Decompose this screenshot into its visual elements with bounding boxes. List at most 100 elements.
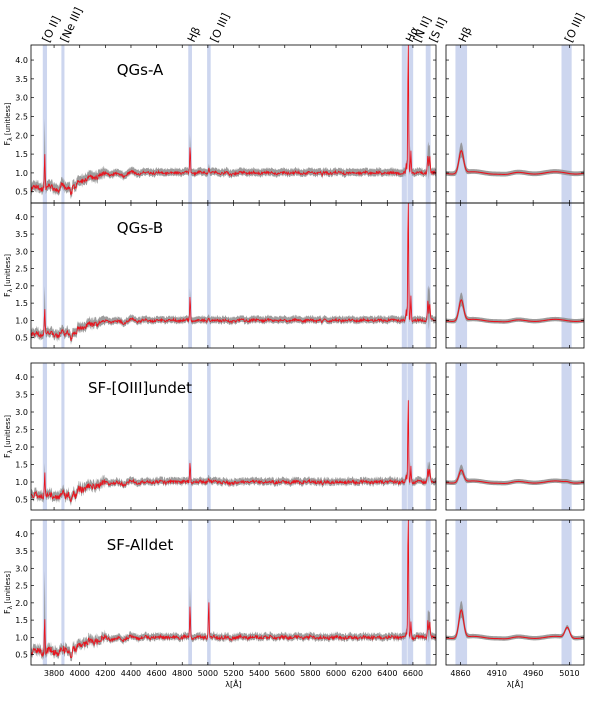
ytick-label: 4.0	[15, 56, 28, 65]
main-band	[61, 45, 65, 203]
zoom-frame	[445, 362, 585, 511]
main-band	[42, 45, 48, 203]
xtick-label: 6400	[377, 669, 397, 678]
panel-title-2: SF-[OIII]undet	[88, 379, 192, 397]
ytick-label: 3.0	[15, 564, 28, 573]
xtick-label: 4600	[146, 669, 166, 678]
main-band	[407, 203, 414, 348]
line-label: [Ne III]	[58, 5, 85, 44]
ytick-label: 3.0	[15, 408, 28, 417]
ytick-label: 1.5	[15, 299, 28, 308]
main-band	[425, 45, 431, 203]
ytick-label: 3.5	[15, 230, 28, 239]
ytick-label: 1.5	[15, 616, 28, 625]
xtick-label: 5200	[223, 669, 243, 678]
xtick-label: 4200	[95, 669, 115, 678]
main-band	[425, 363, 431, 510]
main-band	[401, 45, 407, 203]
zoom-frame	[445, 202, 585, 349]
main-band	[401, 520, 407, 665]
zoom-3-zoom-median	[445, 608, 585, 640]
zoom-band	[455, 363, 468, 510]
zoom-0-zoom-median	[445, 149, 585, 175]
zoom-axes-3: 4860 4910 4960 5010	[445, 519, 585, 678]
xtick-label: 5400	[249, 669, 269, 678]
main-band	[207, 203, 211, 348]
line-label: Hα	[403, 25, 421, 45]
xlabel-zoom: λ[Å]	[507, 678, 523, 689]
zoom-band	[455, 203, 468, 348]
main-band	[401, 203, 407, 348]
xtick-label: 5010	[559, 669, 579, 678]
zoom-2-zoom-median	[445, 469, 585, 484]
main-axes-1: 0.5 1.0 1.5 2.0 2.5 3.0 3.5 4.0	[15, 202, 437, 349]
ylabel-3: Fλ [unitless]	[3, 571, 14, 614]
ytick-label: 1.0	[15, 478, 28, 487]
ytick-label: 2.0	[15, 443, 28, 452]
ytick-label: 2.0	[15, 599, 28, 608]
main-band	[61, 363, 65, 510]
zoom-axes-1	[445, 202, 585, 349]
zoom-band	[561, 203, 572, 348]
ytick-label: 3.5	[15, 75, 28, 84]
main-band	[407, 363, 414, 510]
xtick-label: 5800	[300, 669, 320, 678]
zoom-band	[561, 45, 572, 203]
main-band	[61, 203, 65, 348]
line-label: [O III]	[208, 11, 233, 44]
main-band	[207, 363, 211, 510]
zoom-line-label: Hβ	[456, 25, 474, 44]
panel-title-0: QGs-A	[117, 61, 164, 79]
main-band	[401, 363, 407, 510]
ytick-label: 3.0	[15, 94, 28, 103]
ytick-label: 3.0	[15, 247, 28, 256]
ytick-label: 0.5	[15, 651, 28, 660]
zoom-line-label: [O III]	[562, 11, 587, 44]
ytick-label: 2.5	[15, 582, 28, 591]
zoom-axes-2	[445, 362, 585, 511]
xtick-label: 4800	[172, 669, 192, 678]
ytick-label: 1.0	[15, 633, 28, 642]
ylabel-0: Fλ [unitless]	[3, 102, 14, 145]
ytick-label: 2.5	[15, 426, 28, 435]
zoom-1-zoom-median	[445, 298, 585, 323]
ytick-label: 4.0	[15, 530, 28, 539]
ytick-label: 2.0	[15, 131, 28, 140]
main-band	[407, 520, 414, 665]
xtick-label: 4400	[121, 669, 141, 678]
xtick-label: 4960	[523, 669, 543, 678]
xtick-label: 4000	[70, 669, 90, 678]
xtick-label: 3800	[44, 669, 64, 678]
ytick-label: 2.5	[15, 112, 28, 121]
zoom-band	[561, 520, 572, 665]
xtick-label: 4910	[487, 669, 507, 678]
panel-title-3: SF-Alldet	[107, 536, 174, 554]
main-2-error-band	[31, 396, 436, 506]
main-band	[188, 203, 192, 348]
ytick-label: 4.0	[15, 213, 28, 222]
main-1-median-spectrum	[30, 202, 437, 342]
main-3-median-spectrum	[30, 519, 437, 659]
zoom-frame	[445, 519, 585, 666]
main-band	[42, 203, 48, 348]
ytick-label: 1.5	[15, 150, 28, 159]
main-band	[207, 45, 211, 203]
main-band	[61, 520, 65, 665]
ytick-label: 0.5	[15, 188, 28, 197]
main-2-median-spectrum	[30, 400, 437, 503]
ytick-label: 2.5	[15, 265, 28, 274]
ytick-label: 1.0	[15, 316, 28, 325]
line-label: Hβ	[185, 25, 203, 44]
ytick-label: 4.0	[15, 373, 28, 382]
main-band	[188, 363, 192, 510]
main-band	[188, 45, 192, 203]
main-band	[425, 520, 431, 665]
ytick-label: 3.5	[15, 547, 28, 556]
ytick-label: 0.5	[15, 496, 28, 505]
main-band	[42, 363, 48, 510]
ytick-label: 2.0	[15, 282, 28, 291]
ylabel-2: Fλ [unitless]	[3, 415, 14, 458]
main-band	[407, 45, 414, 203]
main-band	[425, 203, 431, 348]
